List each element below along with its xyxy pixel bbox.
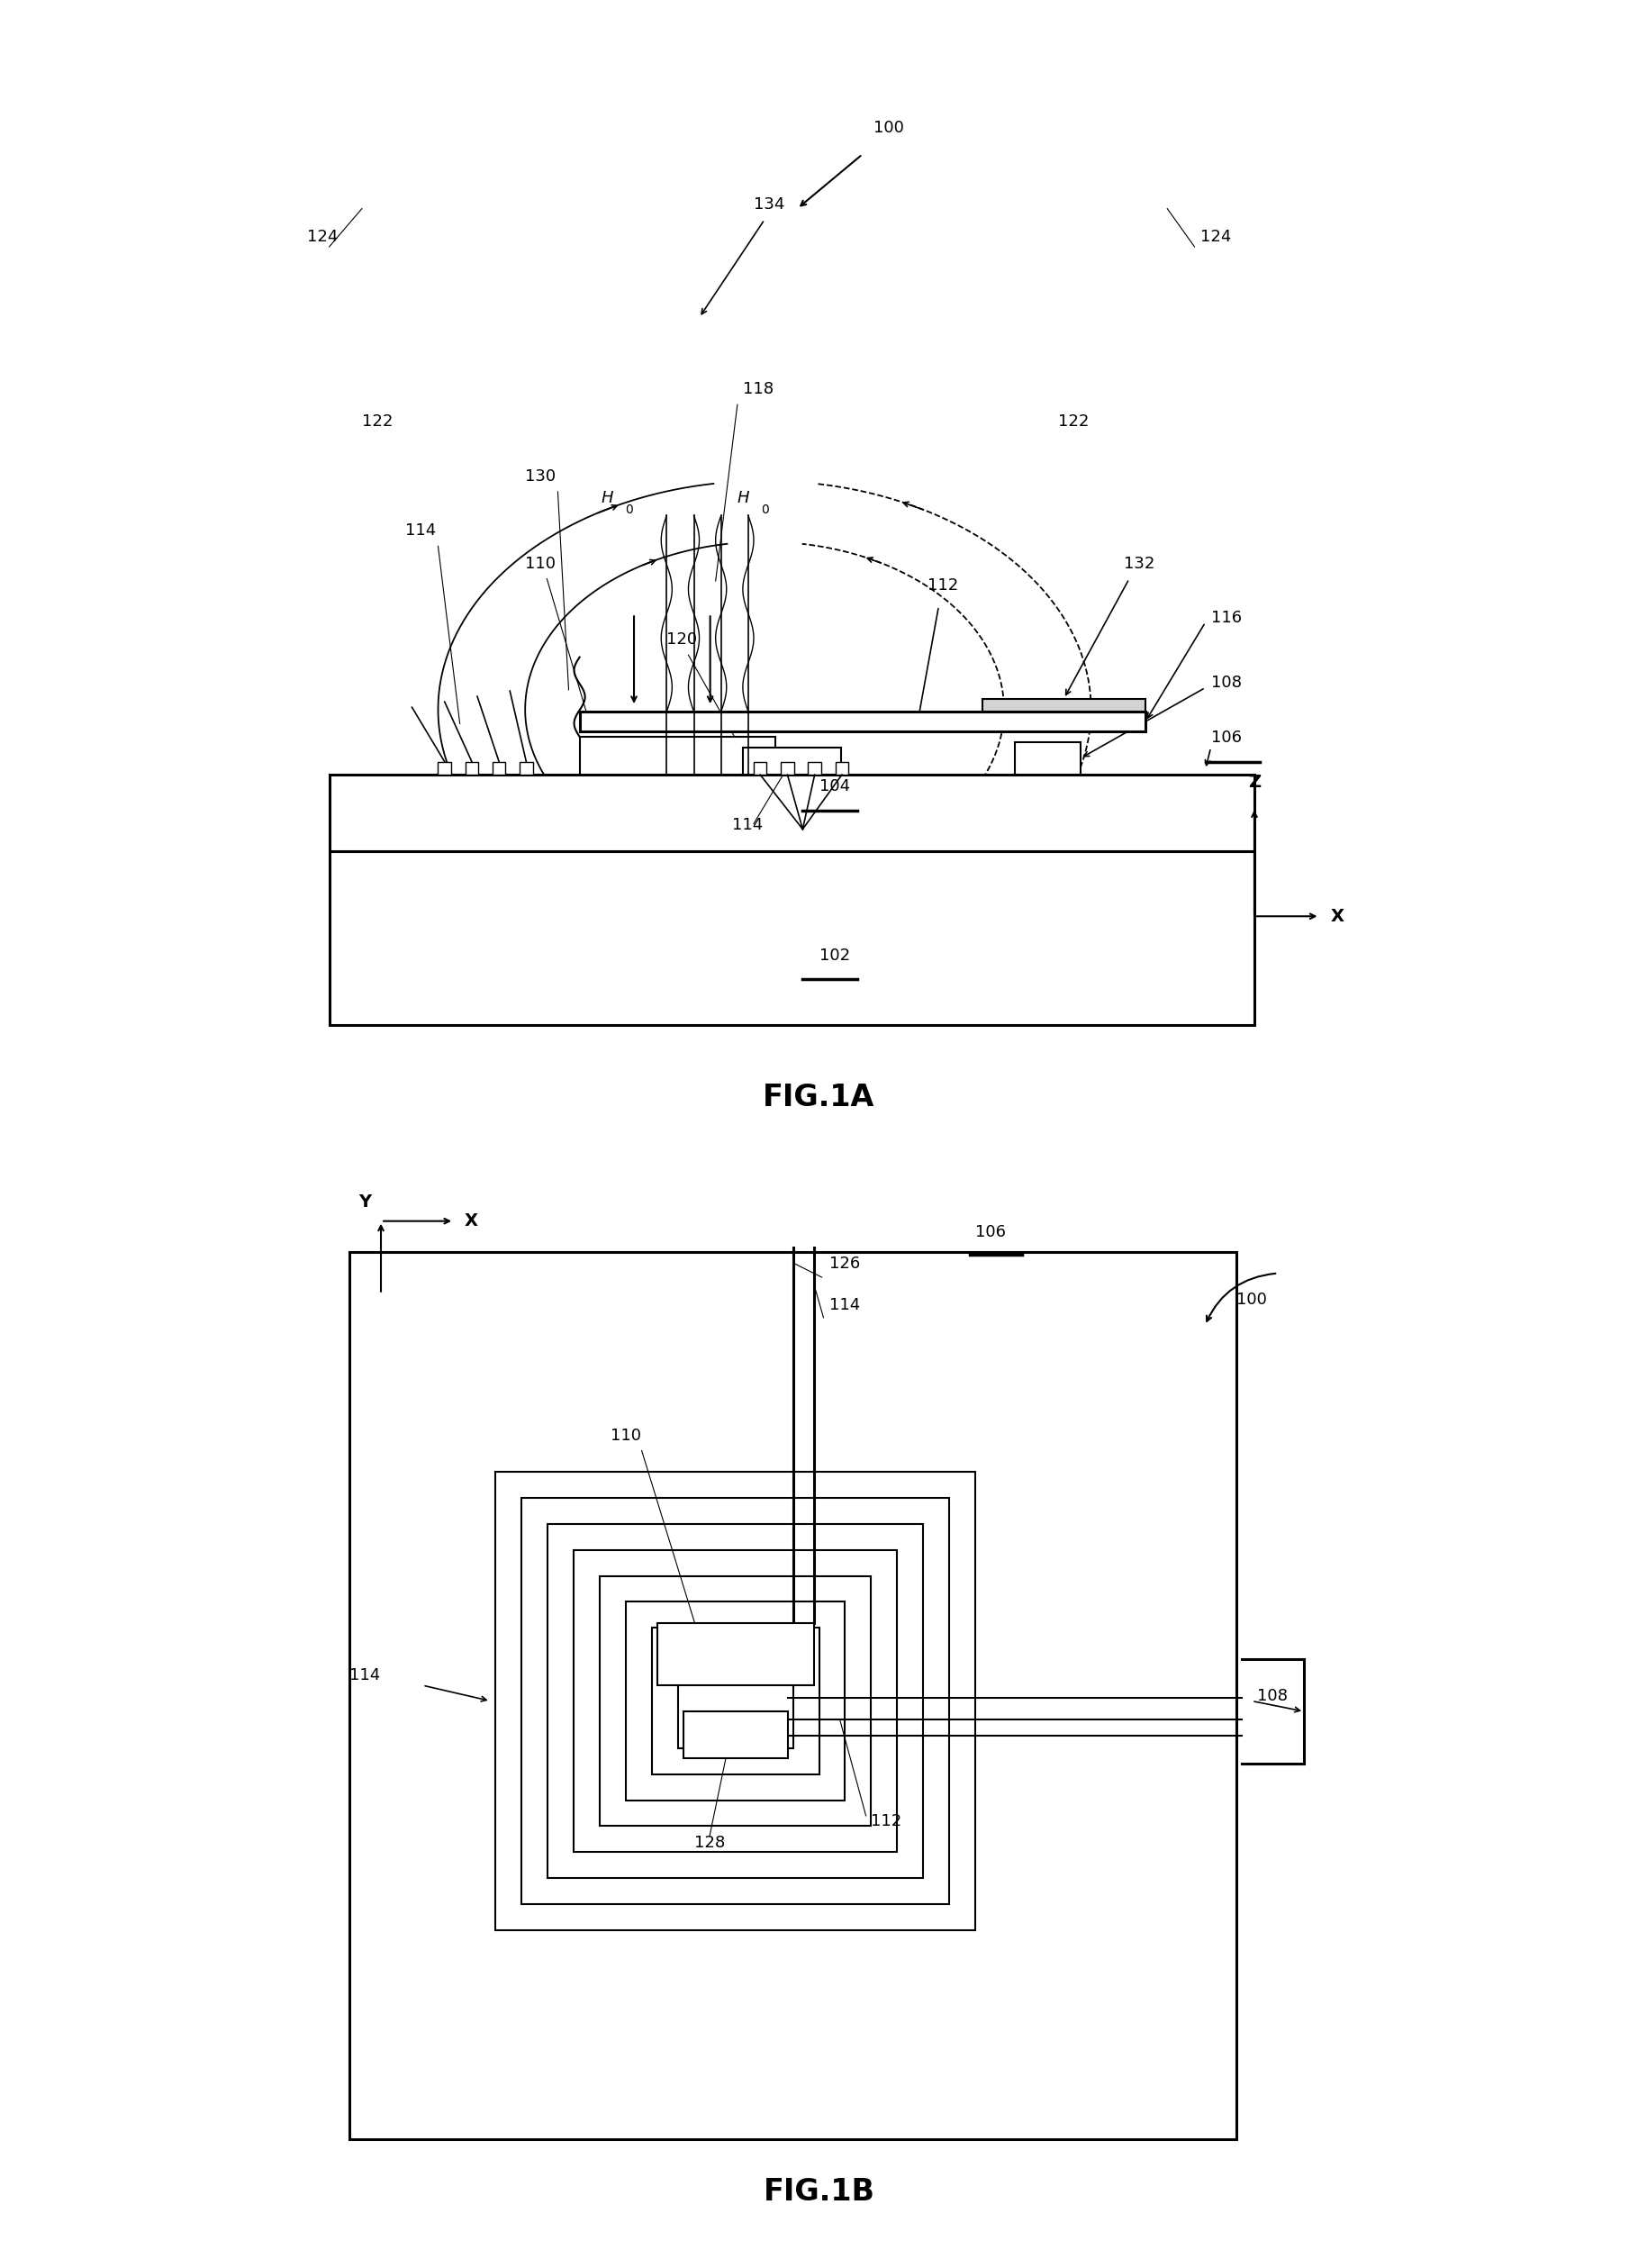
Text: X: X: [1330, 907, 1345, 925]
Text: 0: 0: [626, 503, 634, 517]
Bar: [652, 1628, 819, 1774]
Text: 108: 108: [1256, 1687, 1287, 1706]
Bar: [496, 1472, 976, 1930]
Text: 110: 110: [611, 1427, 640, 1445]
Bar: [600, 1576, 871, 1826]
Text: 122: 122: [1058, 413, 1089, 431]
Bar: [349, 1252, 1237, 2139]
Bar: [580, 712, 1145, 730]
Text: 114: 114: [349, 1667, 380, 1683]
Text: 102: 102: [819, 948, 850, 964]
Text: H: H: [737, 490, 750, 506]
Bar: [493, 762, 506, 776]
Bar: [580, 737, 775, 776]
Bar: [683, 1712, 788, 1758]
Text: 112: 112: [927, 576, 958, 594]
Text: 106: 106: [1210, 730, 1242, 746]
Text: FIG.1B: FIG.1B: [763, 2177, 875, 2207]
Text: 112: 112: [871, 1814, 903, 1830]
Text: FIG.1A: FIG.1A: [763, 1082, 875, 1111]
Bar: [1016, 742, 1079, 776]
Bar: [742, 748, 840, 776]
Text: 126: 126: [829, 1256, 860, 1272]
Text: 110: 110: [526, 556, 555, 572]
Text: 120: 120: [667, 631, 698, 649]
Bar: [626, 1601, 845, 1801]
Text: 130: 130: [526, 467, 555, 485]
Text: 114: 114: [829, 1297, 860, 1313]
Bar: [781, 762, 794, 776]
Bar: [329, 850, 1255, 1025]
Text: 134: 134: [753, 195, 785, 213]
Bar: [329, 776, 1255, 850]
Text: 122: 122: [362, 413, 393, 431]
Text: 124: 124: [1201, 229, 1230, 245]
Text: 128: 128: [695, 1835, 724, 1851]
Text: 106: 106: [976, 1225, 1006, 1241]
Bar: [678, 1653, 793, 1749]
Bar: [437, 762, 450, 776]
Text: 114: 114: [732, 816, 763, 832]
Text: 116: 116: [1210, 610, 1242, 626]
Bar: [835, 762, 848, 776]
Text: Z: Z: [1248, 773, 1261, 792]
Text: 118: 118: [742, 381, 773, 397]
Text: 100: 100: [873, 120, 904, 136]
Text: 132: 132: [1124, 556, 1155, 572]
Bar: [657, 1622, 814, 1685]
Bar: [519, 762, 532, 776]
Bar: [573, 1549, 898, 1853]
Bar: [465, 762, 478, 776]
Bar: [983, 699, 1145, 712]
Text: H: H: [601, 490, 614, 506]
Text: 0: 0: [762, 503, 770, 517]
Bar: [523, 1497, 950, 1905]
Bar: [753, 762, 767, 776]
Text: Y: Y: [359, 1193, 372, 1211]
Text: 124: 124: [308, 229, 339, 245]
Text: 104: 104: [819, 778, 850, 794]
Text: X: X: [464, 1213, 478, 1229]
Text: 100: 100: [1237, 1293, 1266, 1309]
Text: 114: 114: [406, 522, 436, 540]
Text: 108: 108: [1210, 676, 1242, 692]
Bar: [808, 762, 821, 776]
Bar: [547, 1524, 924, 1878]
